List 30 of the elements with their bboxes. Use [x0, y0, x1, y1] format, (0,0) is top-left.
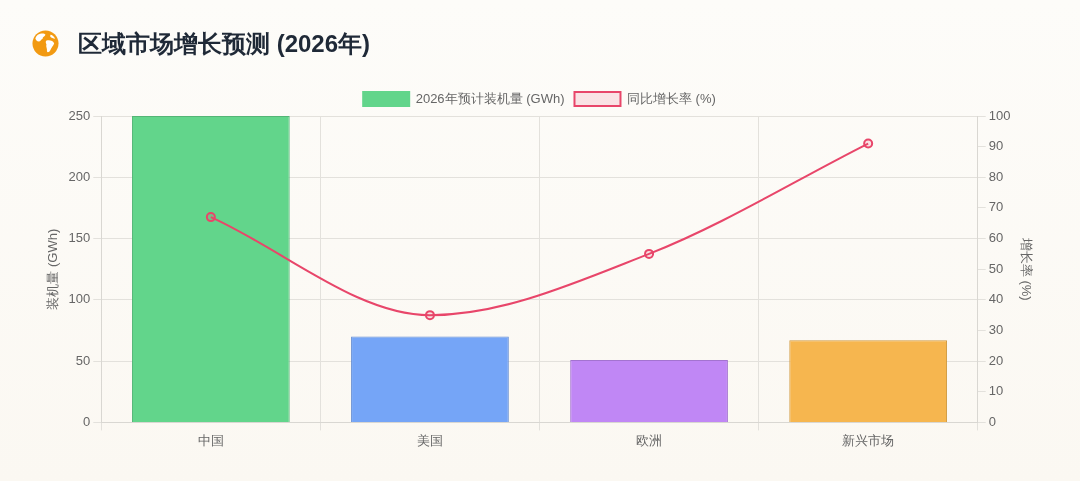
- y2-tick-label: 40: [988, 291, 1004, 307]
- x-tick-label: 欧洲: [636, 432, 663, 448]
- x-tick-label: 中国: [197, 432, 224, 448]
- y-tick-label: 250: [68, 107, 91, 123]
- point: [644, 248, 655, 259]
- y2-tick-label: 80: [988, 168, 1004, 184]
- y2-tick-label: 30: [988, 322, 1004, 338]
- y-tick-label: 0: [83, 413, 91, 429]
- legend-label: 同比增长率 (%): [626, 90, 716, 106]
- y2-tick-label: 50: [988, 260, 1004, 276]
- y2-tick-label: 20: [988, 352, 1004, 368]
- chart-title: 区域市场增长预测 (2026年): [78, 29, 371, 59]
- y2-tick-label: 60: [988, 230, 1004, 246]
- point: [205, 212, 216, 223]
- y2-tick-label: 70: [988, 199, 1004, 215]
- y2-tick-label: 0: [988, 413, 996, 429]
- x-tick-label: 美国: [416, 432, 443, 448]
- y2-tick-label: 10: [988, 383, 1004, 399]
- y2-axis-title: 增长率 (%): [1018, 236, 1034, 301]
- y-tick-label: 100: [68, 291, 91, 307]
- y-axis-title: 装机量 (GWh): [45, 228, 61, 310]
- y-tick-label: 200: [68, 168, 91, 184]
- point: [424, 310, 435, 321]
- x-tick-label: 新兴市场: [842, 432, 895, 448]
- y-tick-label: 150: [68, 230, 91, 246]
- y2-tick-label: 90: [988, 138, 1004, 154]
- y-tick-label: 50: [75, 352, 91, 368]
- point: [863, 138, 874, 149]
- legend-label: 2026年预计装机量 (GWh): [415, 90, 565, 106]
- y2-tick-label: 100: [988, 107, 1011, 123]
